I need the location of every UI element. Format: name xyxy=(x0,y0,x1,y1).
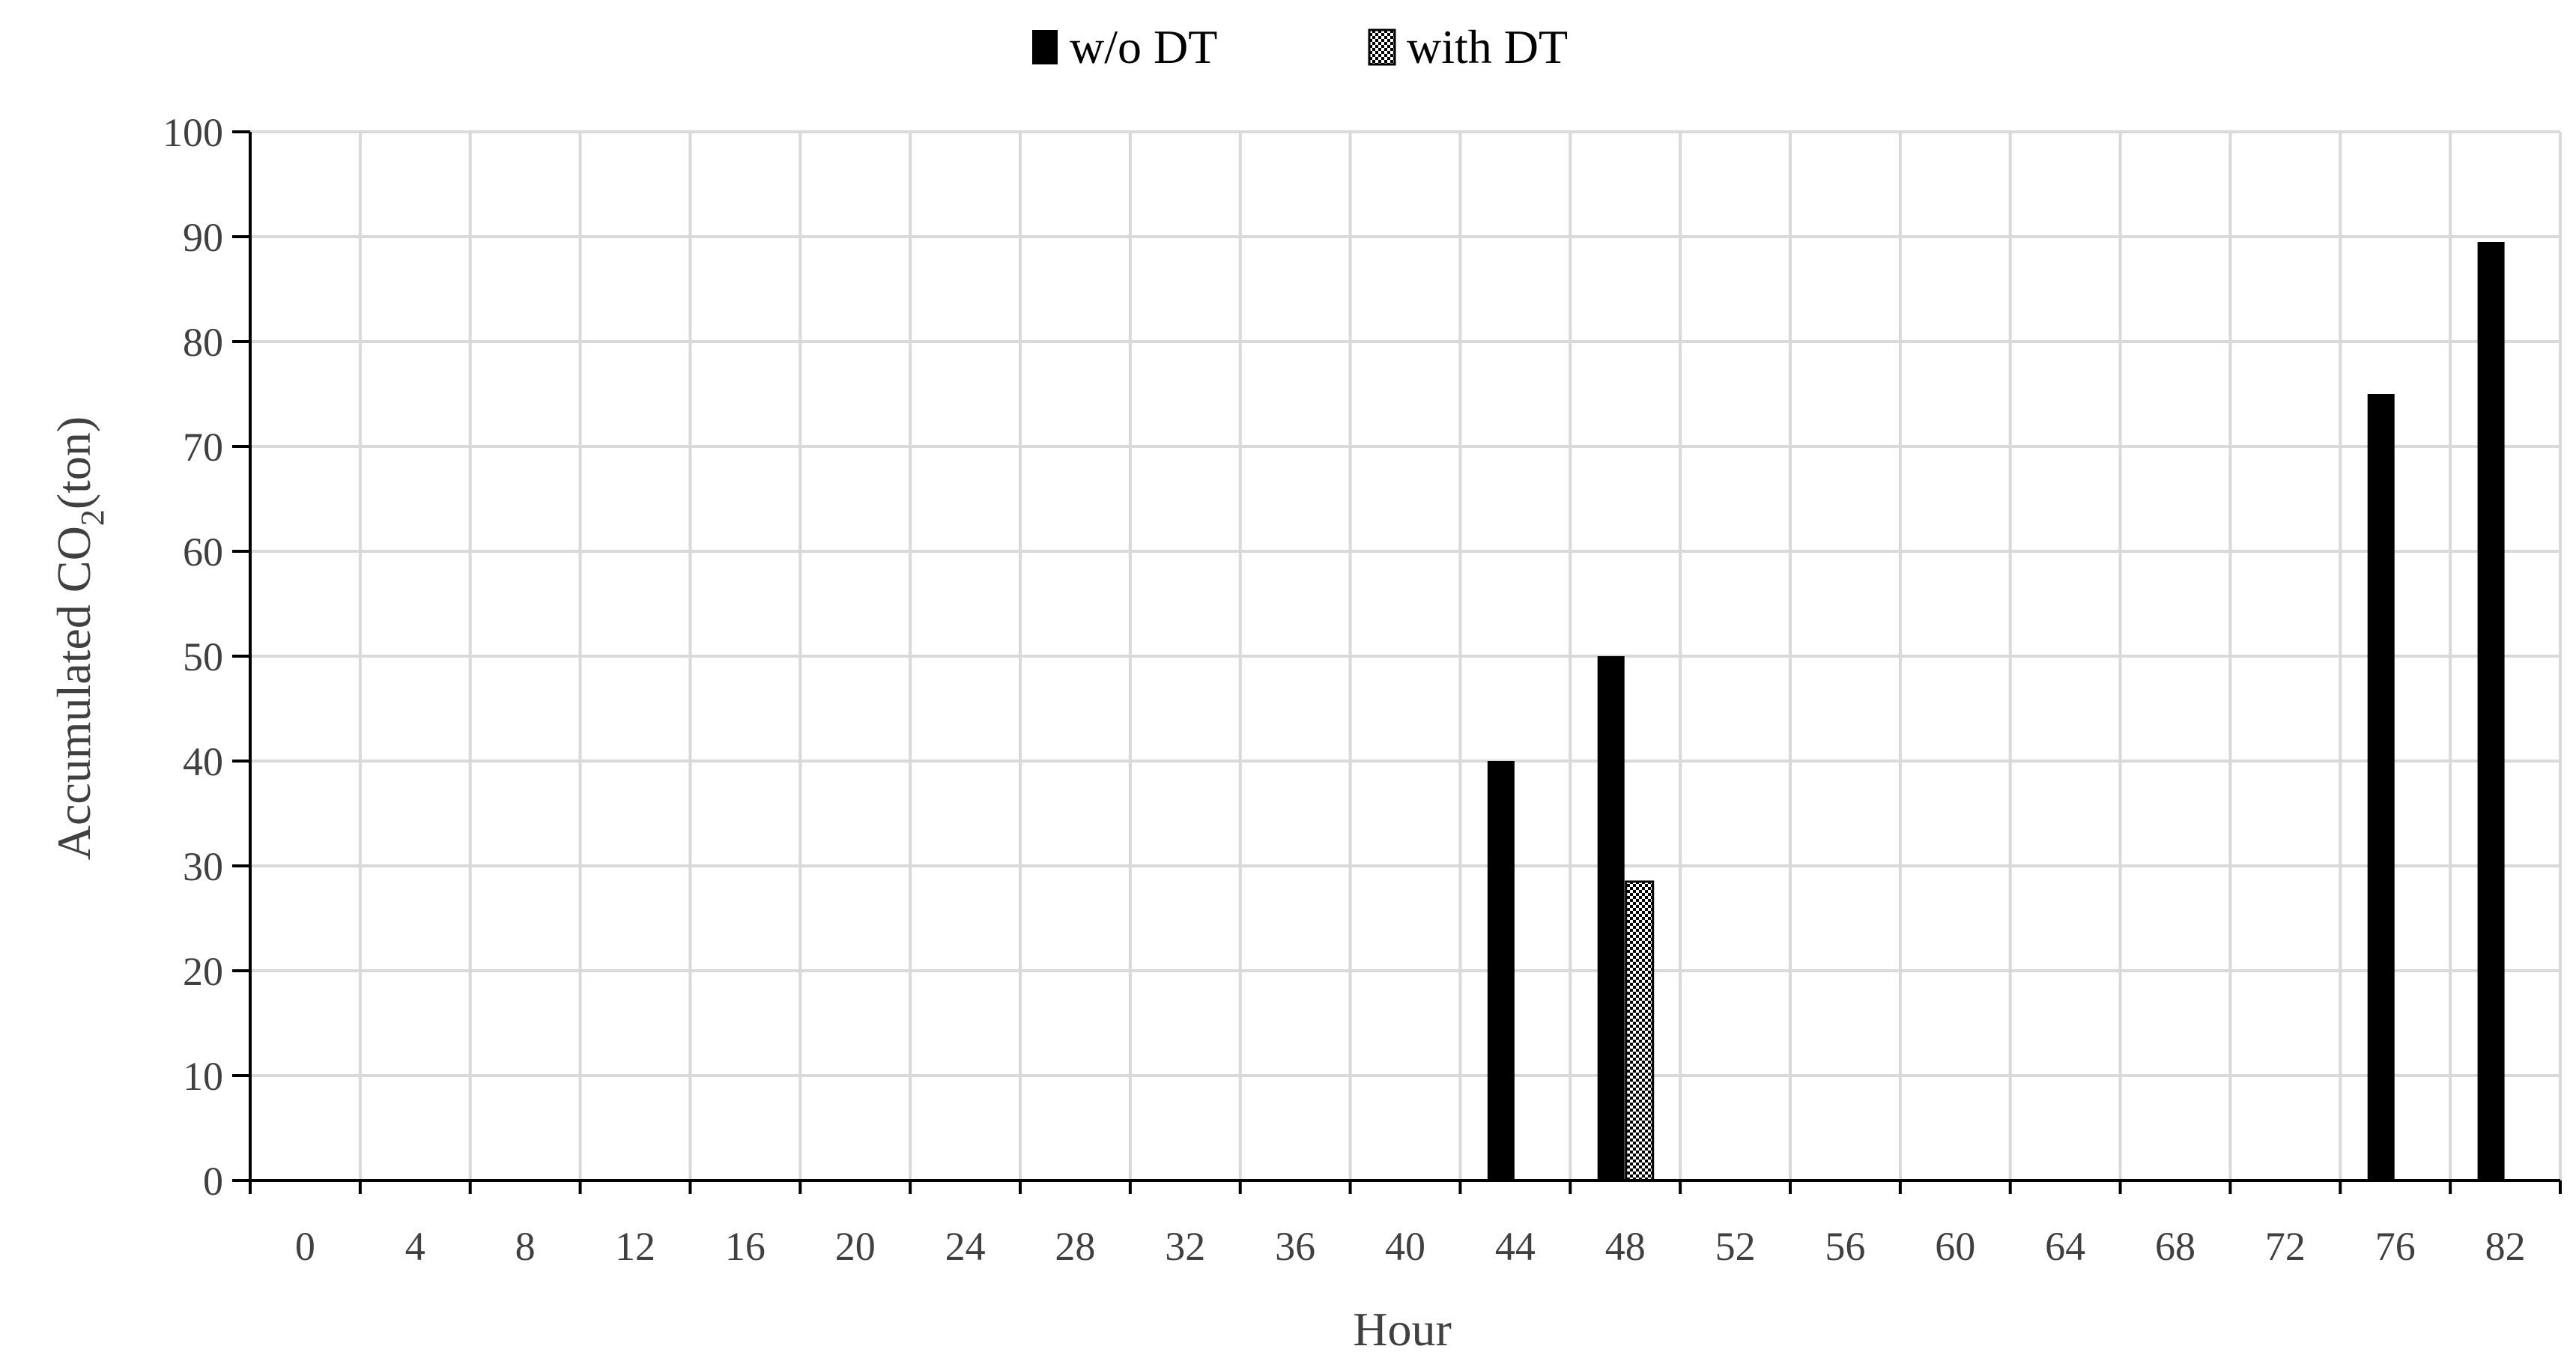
legend-label-with-dt: with DT xyxy=(1407,20,1568,73)
y-tick-label: 70 xyxy=(183,425,223,470)
x-tick-label: 4 xyxy=(405,1224,425,1269)
x-tick-label: 82 xyxy=(2485,1224,2526,1269)
x-tick-label: 60 xyxy=(1935,1224,1975,1269)
y-tick-label: 40 xyxy=(183,739,223,784)
bar-w-o-dt-76 xyxy=(2367,394,2395,1180)
bar-with-dt-48 xyxy=(1625,880,1655,1182)
gridlines xyxy=(250,130,2562,1180)
x-tick-label: 76 xyxy=(2375,1224,2416,1269)
y-tick-label: 50 xyxy=(183,634,223,679)
y-tick-label: 80 xyxy=(183,320,223,365)
x-tick-label: 16 xyxy=(725,1224,766,1269)
y-tick-label: 20 xyxy=(183,949,223,994)
x-tick-label: 72 xyxy=(2265,1224,2306,1269)
x-tick-label: 52 xyxy=(1715,1224,1756,1269)
x-tick-label: 64 xyxy=(2045,1224,2085,1269)
bars xyxy=(1487,242,2505,1182)
legend-label-wo-dt: w/o DT xyxy=(1070,20,1217,73)
y-tick-label: 10 xyxy=(183,1054,223,1099)
x-tick-label: 36 xyxy=(1275,1224,1315,1269)
y-tick-label: 100 xyxy=(163,110,223,155)
x-tick-label: 48 xyxy=(1605,1224,1646,1269)
y-tick-label: 90 xyxy=(183,215,223,260)
x-tick-label: 28 xyxy=(1055,1224,1095,1269)
x-tick-label: 44 xyxy=(1495,1224,1536,1269)
x-tick-label: 8 xyxy=(515,1224,536,1269)
x-tick-label: 24 xyxy=(945,1224,986,1269)
y-tick-labels: 0 10 20 30 40 50 60 70 80 90 100 xyxy=(163,110,223,1204)
legend: w/o DT with DT xyxy=(1032,20,1568,73)
bar-w-o-dt-48 xyxy=(1597,656,1625,1180)
x-tick-labels: 0 4 8 12 16 20 24 28 32 36 40 44 48 52 56 60 64 68 72 76 82 xyxy=(295,1224,2526,1269)
x-tick-label: 12 xyxy=(615,1224,655,1269)
y-tick-label: 60 xyxy=(183,530,223,575)
bar-w-o-dt-82 xyxy=(2477,242,2505,1180)
y-axis-title: Accumulated CO2(ton) xyxy=(47,416,111,861)
y-axis-title-prefix: Accumulated CO xyxy=(47,526,100,860)
x-tick-label: 0 xyxy=(295,1224,315,1269)
legend-swatch-with-dt xyxy=(1368,28,1396,66)
x-tick-label: 20 xyxy=(835,1224,876,1269)
x-tick-label: 40 xyxy=(1385,1224,1425,1269)
x-tick-label: 32 xyxy=(1165,1224,1205,1269)
y-tick-label: 30 xyxy=(183,844,223,889)
x-axis-title: Hour xyxy=(1353,1303,1452,1356)
y-axis-title-subscript: 2 xyxy=(74,509,111,526)
axes xyxy=(232,130,2562,1194)
x-tick-label: 68 xyxy=(2155,1224,2195,1269)
x-tick-label: 56 xyxy=(1825,1224,1865,1269)
y-axis-title-suffix: (ton) xyxy=(47,416,100,509)
legend-swatch-wo-dt xyxy=(1032,30,1058,64)
y-tick-label: 0 xyxy=(203,1159,223,1204)
bar-w-o-dt-44 xyxy=(1487,761,1515,1180)
